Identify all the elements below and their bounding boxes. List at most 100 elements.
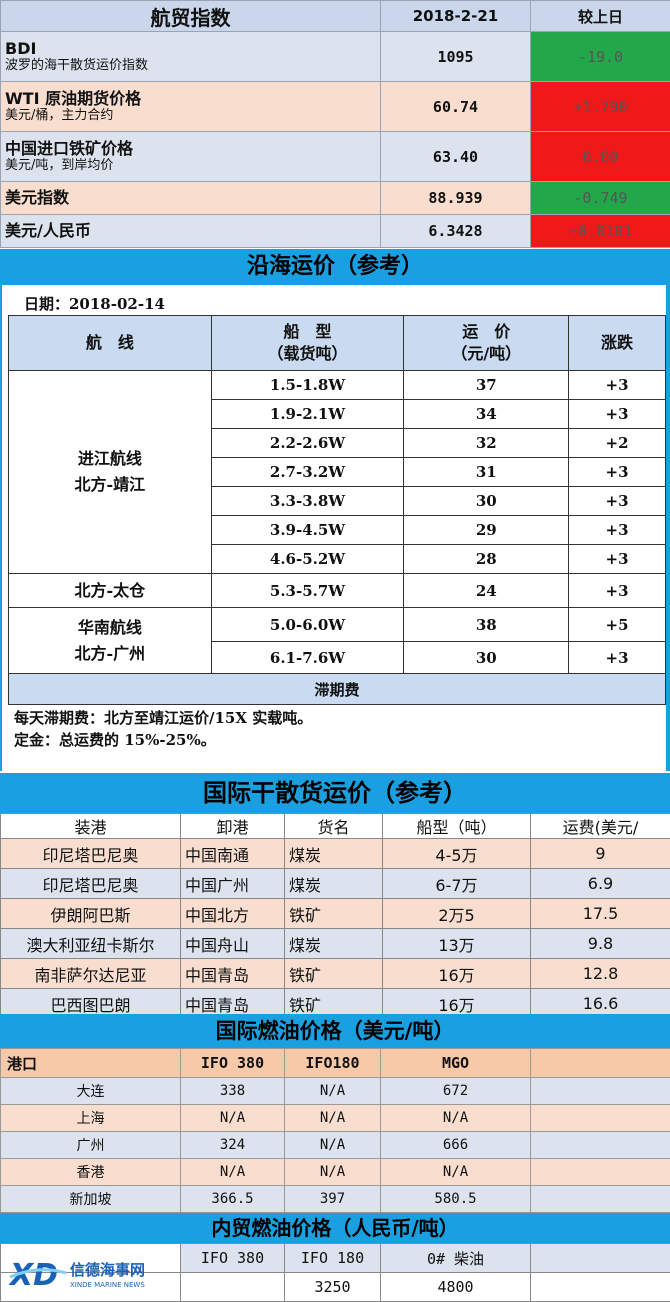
port: 大连 [1, 1078, 181, 1105]
blank-cell [531, 1273, 670, 1302]
route-taicang: 北方-太仓 [9, 574, 212, 608]
discharge-port: 中国舟山 [181, 929, 285, 959]
ship-size: 6-7万 [383, 869, 531, 899]
index-value: 63.40 [381, 132, 531, 182]
price-change: +2 [569, 429, 666, 458]
header-diesel: 0# 柴油 [381, 1244, 531, 1273]
ship-size: 2.7-3.2W [211, 458, 404, 487]
table-row: 北方-太仓 5.3-5.7W 24 +3 [9, 574, 666, 608]
port: 新加坡 [1, 1186, 181, 1213]
freight: 17.5 [531, 899, 670, 929]
table-row: 进江航线北方-靖江 1.5-1.8W 37 +3 [9, 371, 666, 400]
ship-size: 6.1-7.6W [211, 642, 404, 674]
ifo380: N/A [181, 1105, 285, 1132]
header-empty [531, 1049, 670, 1078]
index-row-wti: WTI 原油期货价格美元/桶，主力合约 60.74 +1.790 [1, 82, 670, 132]
table-row: 华南航线北方-广州 5.0-6.0W 38 +5 [9, 608, 666, 642]
ship-size: 13万 [383, 929, 531, 959]
freight-price: 30 [404, 487, 569, 516]
index-row-usd-cny: 美元/人民币 6.3428 +0.0181 [1, 215, 670, 248]
mgo: 580.5 [381, 1186, 531, 1213]
port: 广州 [1, 1132, 181, 1159]
header-ship: 船 型（载货吨） [211, 316, 404, 371]
ifo380: 338 [181, 1078, 285, 1105]
index-change: +0.0181 [531, 215, 670, 248]
discharge-port: 中国北方 [181, 899, 285, 929]
coastal-notes: 每天滞期费：北方至靖江运价/15X 实载吨。 定金：总运费的 15%-25%。 [14, 707, 312, 751]
header-port: 港口 [1, 1049, 181, 1078]
extra [531, 1159, 670, 1186]
route-jiangyin: 进江航线北方-靖江 [9, 371, 212, 574]
freight-price: 31 [404, 458, 569, 487]
index-change: -19.0 [531, 32, 670, 82]
freight-price: 30 [404, 642, 569, 674]
load-port: 澳大利亚纽卡斯尔 [1, 929, 181, 959]
price-change: +3 [569, 371, 666, 400]
demurrage-title: 滞期费 [9, 674, 666, 705]
price-change: +5 [569, 608, 666, 642]
extra [531, 1105, 670, 1132]
logo-text: 信德海事网 [70, 1261, 145, 1279]
header-ifo380: IFO 380 [181, 1244, 285, 1273]
index-name: 中国进口铁矿价格 [5, 140, 376, 158]
index-title: 航贸指数 [1, 1, 381, 32]
header-ifo180: IFO180 [285, 1049, 381, 1078]
header-route: 航 线 [9, 316, 212, 371]
cargo: 铁矿 [285, 899, 383, 929]
ifo180: N/A [285, 1078, 381, 1105]
mgo: 672 [381, 1078, 531, 1105]
route-guangzhou: 华南航线北方-广州 [9, 608, 212, 674]
logo-sub: XINDE MARINE NEWS [70, 1281, 145, 1289]
freight-price: 38 [404, 608, 569, 642]
coastal-title: 沿海运价（参考） [0, 249, 670, 285]
price-change: +3 [569, 400, 666, 429]
extra [531, 1078, 670, 1105]
extra [531, 1186, 670, 1213]
header-mgo: MGO [381, 1049, 531, 1078]
mgo: N/A [381, 1159, 531, 1186]
index-name: BDI [5, 40, 376, 58]
cargo: 煤炭 [285, 869, 383, 899]
index-name: 美元指数 [5, 189, 376, 207]
route-line2: 北方-靖江 [75, 475, 146, 494]
port: 香港 [1, 1159, 181, 1186]
ifo380-price [181, 1273, 285, 1302]
discharge-port: 中国青岛 [181, 959, 285, 989]
header-ifo380: IFO 380 [181, 1049, 285, 1078]
ifo380: 366.5 [181, 1186, 285, 1213]
ifo380: N/A [181, 1159, 285, 1186]
index-row-iron-ore: 中国进口铁矿价格美元/吨，到岸均价 63.40 0.00 [1, 132, 670, 182]
header-load-port: 装港 [1, 814, 181, 839]
freight-price: 37 [404, 371, 569, 400]
cargo: 煤炭 [285, 839, 383, 869]
ship-size: 16万 [383, 959, 531, 989]
freight: 12.8 [531, 959, 670, 989]
freight-price: 24 [404, 574, 569, 608]
ifo180: N/A [285, 1105, 381, 1132]
extra [531, 1132, 670, 1159]
cargo: 煤炭 [285, 929, 383, 959]
freight-price: 32 [404, 429, 569, 458]
ship-size: 3.9-4.5W [211, 516, 404, 545]
discharge-port: 中国广州 [181, 869, 285, 899]
ifo180: N/A [285, 1159, 381, 1186]
header-discharge-port: 卸港 [181, 814, 285, 839]
ifo180-price: 3250 [285, 1273, 381, 1302]
freight: 9.8 [531, 929, 670, 959]
ship-size: 4.6-5.2W [211, 545, 404, 574]
index-sub: 美元/吨，到岸均价 [5, 158, 376, 173]
ship-size: 3.3-3.8W [211, 487, 404, 516]
xinde-logo: XD 信德海事网 XINDE MARINE NEWS [8, 1255, 184, 1293]
load-port: 印尼塔巴尼奥 [1, 869, 181, 899]
index-value: 6.3428 [381, 215, 531, 248]
